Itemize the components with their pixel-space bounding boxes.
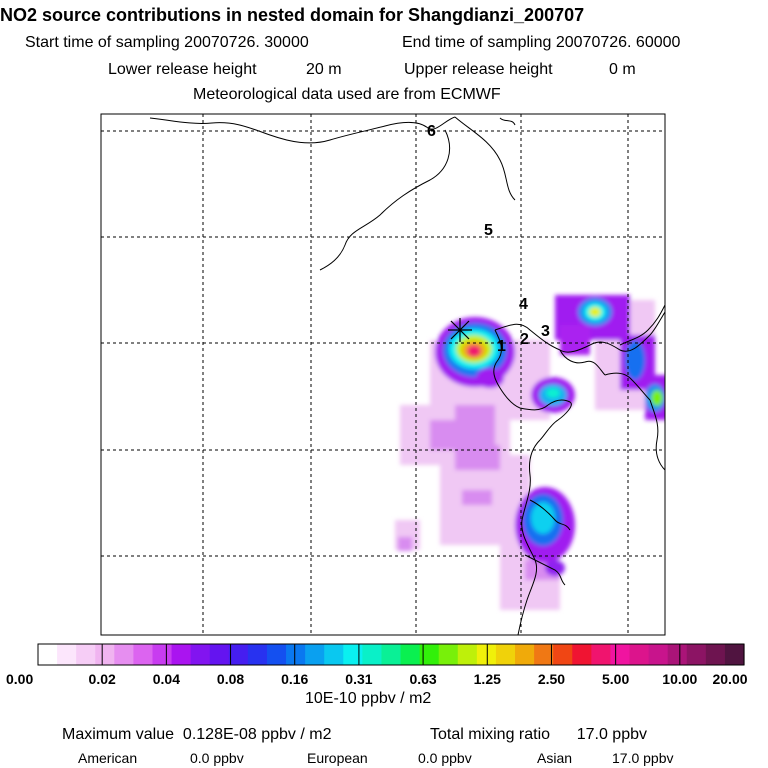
colorbar-cell xyxy=(610,644,631,665)
colorbar-cell xyxy=(209,644,230,665)
colorbar-cell xyxy=(247,644,268,665)
maximum-value: Maximum value 0.128E-08 ppbv / m2 xyxy=(62,726,331,744)
american-value: 0.0 ppbv xyxy=(190,750,244,766)
colorbar-cell xyxy=(266,644,287,665)
colorbar-cell xyxy=(705,644,726,665)
track-label-3: 3 xyxy=(541,323,550,340)
end-time: End time of sampling 20070726. 60000 xyxy=(402,34,681,51)
plot-title: NO2 source contributions in nested domai… xyxy=(0,5,585,25)
colorbar-frame xyxy=(37,643,745,666)
met-data-source: Meteorological data used are from ECMWF xyxy=(193,86,501,103)
asian-label: Asian xyxy=(537,750,573,766)
colorbar-cell xyxy=(362,644,383,665)
colorbar-cell xyxy=(152,644,173,665)
colorbar-cell xyxy=(667,644,688,665)
colorbar-cell xyxy=(190,644,211,665)
coastline xyxy=(149,116,665,635)
european-label: European xyxy=(307,750,368,766)
colorbar-tick-label: 10.00 xyxy=(662,671,698,687)
upper-release-label: Upper release height xyxy=(404,61,553,78)
asian-value: 17.0 ppbv xyxy=(612,750,674,766)
colorbar-cell xyxy=(57,644,77,665)
maximum-number: 0.128E-08 ppbv / m2 xyxy=(182,726,332,743)
colorbar-tick-label: 0.16 xyxy=(281,671,309,687)
colorbar-cell xyxy=(476,644,497,665)
upper-release-value: 0 m xyxy=(609,61,636,78)
map-frame xyxy=(100,113,666,636)
track-label-2: 2 xyxy=(520,331,529,348)
colorbar-cell xyxy=(629,644,650,665)
start-time: Start time of sampling 20070726. 30000 xyxy=(25,34,309,51)
colorbar-cell xyxy=(591,644,612,665)
total-mixing-ratio: Total mixing ratio 17.0 ppbv xyxy=(430,726,647,744)
european-value: 0.0 ppbv xyxy=(418,750,472,766)
colorbar-cell xyxy=(419,644,440,665)
colorbar-tick-label: 0.00 xyxy=(6,671,34,687)
concentration-field xyxy=(395,295,665,610)
colorbar-tick-label: 0.08 xyxy=(216,671,245,687)
colorbar-cell xyxy=(76,644,96,665)
lower-release-label: Lower release height xyxy=(108,61,257,78)
colorbar-cell xyxy=(133,644,154,665)
maximum-label: Maximum value xyxy=(62,726,175,743)
colorbar-cell xyxy=(381,644,402,665)
colorbar-cell xyxy=(324,644,344,665)
colorbar-cell xyxy=(400,644,421,665)
colorbar-cell xyxy=(495,644,516,665)
colorbar-cell xyxy=(553,644,573,665)
total-number: 17.0 ppbv xyxy=(576,726,647,743)
colorbar-tick-label: 0.02 xyxy=(88,671,116,687)
colorbar-cell xyxy=(114,644,134,665)
colorbar-cell xyxy=(438,644,459,665)
plume-cell xyxy=(560,325,590,355)
colorbar-cell xyxy=(515,644,535,665)
colorbar-cell xyxy=(228,644,249,665)
colorbar-cell xyxy=(686,644,707,665)
colorbar-tick-label: 0.04 xyxy=(152,671,180,687)
graticule xyxy=(101,114,665,635)
colorbar-cell xyxy=(648,644,669,665)
colorbar-cell xyxy=(38,644,58,665)
colorbar-cell xyxy=(286,644,306,665)
colorbar-cell xyxy=(457,644,478,665)
colorbar-tick-label: 2.50 xyxy=(537,671,566,687)
american-label: American xyxy=(78,750,138,766)
colorbar-tick-label: 0.31 xyxy=(345,671,373,687)
lower-release-value: 20 m xyxy=(306,61,342,78)
track-label-5: 5 xyxy=(484,222,493,239)
colorbar-cell xyxy=(95,644,115,665)
colorbar-tick-label: 1.25 xyxy=(473,671,501,687)
colorbar-cell xyxy=(305,644,325,665)
colorbar-cell xyxy=(343,644,363,665)
track-label-4: 4 xyxy=(519,296,528,313)
station-marker xyxy=(448,318,472,342)
colorbar-tick-label: 5.00 xyxy=(602,671,630,687)
colorbar-cell xyxy=(724,644,745,665)
total-label: Total mixing ratio xyxy=(430,726,551,743)
colorbar-tick-label: 20.00 xyxy=(712,671,748,687)
colorbar-cell xyxy=(572,644,592,665)
colorbar-cell xyxy=(534,644,554,665)
colorbar-cell xyxy=(171,644,192,665)
track-label-6: 6 xyxy=(427,123,436,140)
track-label-1: 1 xyxy=(497,338,506,355)
colorbar-tick-label: 0.63 xyxy=(409,671,437,687)
colorbar-unit: 10E-10 ppbv / m2 xyxy=(305,690,432,707)
